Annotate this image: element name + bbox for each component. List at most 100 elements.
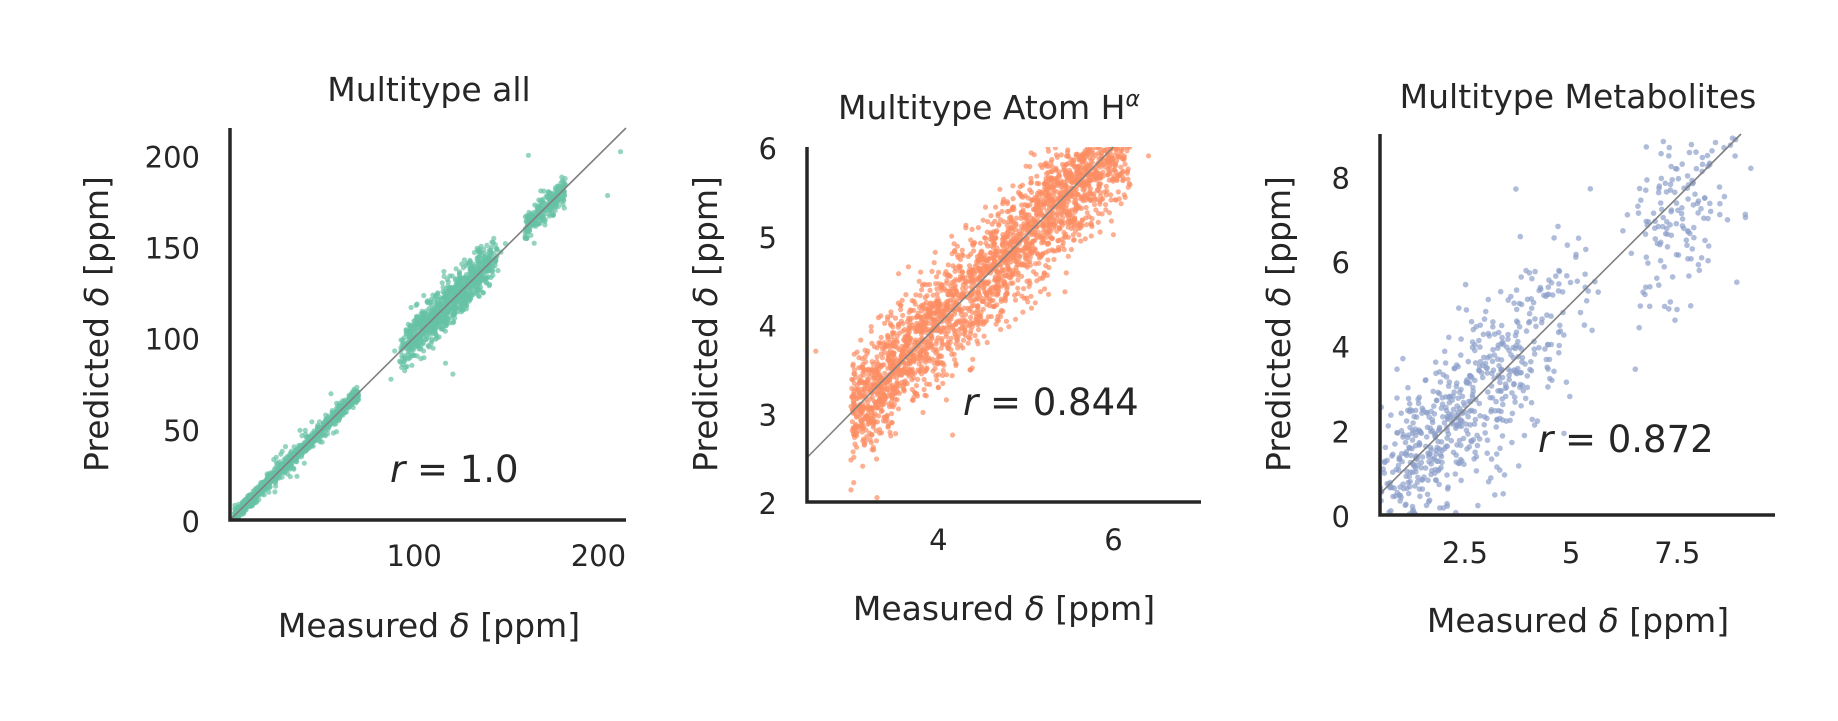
data-point: [1026, 212, 1032, 218]
data-point: [1511, 394, 1518, 401]
data-point: [906, 360, 913, 366]
data-point: [451, 319, 457, 325]
data-point: [1074, 163, 1080, 169]
data-point: [1050, 189, 1056, 196]
data-point: [1091, 191, 1097, 197]
data-point: [937, 359, 944, 365]
y-tick-label: 5: [759, 221, 777, 255]
data-point: [1050, 248, 1057, 254]
data-point: [1037, 289, 1044, 295]
data-point: [429, 328, 435, 334]
data-point: [963, 284, 969, 290]
data-point: [1426, 453, 1432, 460]
data-point: [1046, 224, 1052, 230]
data-point: [980, 306, 987, 312]
data-point: [1488, 456, 1495, 462]
data-point: [401, 357, 407, 363]
data-point: [976, 276, 982, 282]
data-point: [900, 328, 906, 334]
data-point: [1095, 219, 1101, 225]
data-point: [1438, 453, 1445, 460]
data-point: [995, 213, 1001, 219]
data-point: [1028, 293, 1034, 299]
data-point: [1045, 257, 1051, 263]
data-point: [1006, 208, 1012, 214]
data-point: [1467, 422, 1473, 428]
data-point: [975, 341, 981, 347]
data-point: [908, 335, 914, 341]
data-point: [933, 281, 939, 287]
data-point: [458, 309, 464, 315]
data-point: [943, 372, 950, 378]
data-point: [1083, 204, 1089, 211]
data-point: [984, 229, 990, 235]
data-point: [1520, 387, 1527, 394]
data-point: [983, 240, 989, 246]
data-point: [1531, 338, 1537, 345]
data-point: [1435, 438, 1441, 445]
data-point: [907, 325, 913, 331]
data-point: [549, 191, 555, 198]
data-point: [451, 305, 457, 311]
data-point: [1390, 451, 1396, 458]
data-point: [545, 195, 551, 201]
data-point: [994, 302, 1000, 308]
data-point: [1113, 197, 1119, 203]
data-point: [896, 321, 902, 327]
data-point: [992, 234, 999, 240]
data-point: [870, 422, 876, 428]
data-point: [981, 262, 987, 268]
data-point: [1428, 447, 1435, 453]
data-point: [900, 321, 906, 327]
data-point: [929, 304, 935, 310]
data-point: [862, 415, 868, 422]
data-point: [1015, 277, 1021, 283]
data-point: [962, 275, 968, 281]
data-point: [1418, 465, 1424, 471]
data-point: [1518, 301, 1525, 308]
data-point: [1110, 232, 1116, 238]
data-point: [399, 353, 405, 359]
data-point: [1028, 150, 1034, 156]
data-point: [1028, 179, 1035, 185]
data-point: [857, 374, 864, 380]
data-point: [966, 263, 973, 269]
data-point: [874, 456, 880, 462]
data-point: [461, 257, 467, 263]
data-point: [1019, 231, 1025, 237]
data-point: [337, 413, 343, 419]
data-point: [1397, 484, 1403, 490]
data-point: [441, 273, 447, 279]
data-point: [930, 326, 936, 332]
data-point: [1429, 416, 1436, 423]
data-point: [1523, 328, 1530, 334]
data-point: [1526, 319, 1532, 326]
data-point: [1005, 269, 1011, 275]
data-point: [913, 325, 919, 331]
data-point: [538, 188, 544, 194]
data-point: [933, 300, 939, 306]
data-point: [998, 296, 1004, 302]
chart-title: Multitype Metabolites: [1400, 77, 1757, 116]
data-point: [617, 149, 624, 155]
data-point: [423, 337, 429, 343]
data-point: [913, 329, 919, 335]
data-point: [1091, 201, 1098, 208]
data-point: [1024, 278, 1030, 284]
data-point: [1019, 273, 1025, 279]
data-point: [965, 334, 972, 341]
data-point: [1511, 300, 1517, 307]
data-point: [1544, 341, 1551, 348]
data-point: [1394, 429, 1400, 436]
data-point: [429, 302, 435, 308]
data-point: [1414, 479, 1421, 485]
data-point: [1516, 324, 1523, 330]
data-point: [903, 369, 909, 375]
data-point: [923, 312, 929, 318]
axis-spines: [805, 147, 1201, 504]
data-point: [554, 200, 560, 206]
data-point: [1412, 426, 1419, 432]
data-point: [1512, 399, 1518, 405]
data-point: [861, 442, 867, 448]
data-point: [932, 365, 938, 371]
